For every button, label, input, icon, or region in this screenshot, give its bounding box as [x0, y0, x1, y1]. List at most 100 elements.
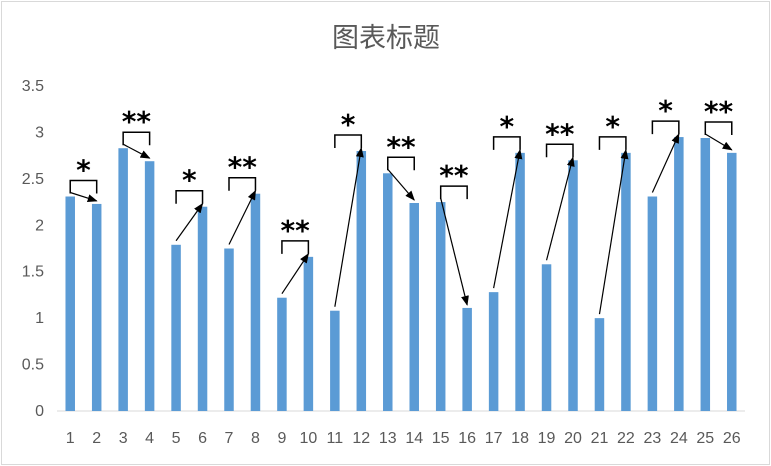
bar	[594, 318, 605, 411]
significance-bracket	[334, 134, 363, 148]
significance-label: *	[605, 110, 620, 143]
bar	[303, 256, 314, 411]
x-tick-label: 4	[145, 430, 154, 447]
bar	[727, 152, 737, 411]
x-tick-label: 1	[66, 430, 75, 447]
x-tick-label: 3	[119, 430, 128, 447]
x-tick-label: 19	[538, 430, 556, 447]
change-arrow	[70, 191, 98, 203]
significance-bracket	[228, 176, 257, 191]
change-arrow	[545, 156, 575, 261]
bar	[621, 152, 631, 411]
bar	[515, 152, 525, 411]
change-arrow	[175, 202, 204, 242]
bar	[197, 206, 208, 411]
significance-label: **	[704, 95, 734, 128]
x-tick-label: 26	[723, 430, 741, 447]
x-tick-label: 21	[591, 430, 609, 447]
x-tick-label: 16	[458, 430, 476, 447]
bar	[462, 307, 472, 411]
x-tick-label: 14	[405, 430, 423, 447]
significance-label: *	[658, 94, 673, 127]
significance-bracket	[175, 189, 204, 204]
x-tick-label: 20	[564, 430, 582, 447]
significance-label: **	[122, 105, 152, 138]
significance-bracket	[122, 131, 151, 146]
significance-label: *	[182, 164, 197, 197]
y-tick-label: 1.5	[22, 264, 44, 281]
change-arrow	[651, 133, 680, 193]
bar	[674, 137, 684, 412]
significance-label: *	[76, 154, 91, 187]
x-tick-label: 7	[225, 430, 234, 447]
change-arrow	[122, 143, 151, 159]
significance-bracket	[69, 179, 98, 194]
bar	[383, 173, 393, 411]
x-tick-label: 12	[352, 430, 370, 447]
bar	[488, 292, 499, 411]
bar	[541, 264, 552, 411]
change-arrow	[228, 189, 256, 245]
y-axis-ticks: 0 0.5 1 1.5 2 2.5 3 3.5	[22, 78, 44, 420]
x-tick-label: 11	[327, 430, 344, 447]
significance-label: **	[386, 130, 416, 163]
bar	[171, 244, 181, 411]
x-tick-label: 2	[92, 430, 101, 447]
bar	[700, 138, 711, 411]
x-tick-label: 13	[379, 430, 397, 447]
significance-bracket	[492, 136, 521, 150]
significance-label: **	[281, 214, 311, 247]
significance-bracket	[598, 136, 627, 150]
y-tick-label: 3	[35, 124, 44, 141]
y-tick-label: 1	[35, 310, 44, 327]
chart-title: 图表标题	[332, 23, 440, 54]
x-tick-label: 25	[696, 430, 714, 447]
significance-label: *	[341, 108, 356, 141]
change-arrow	[334, 147, 364, 307]
y-tick-label: 2.5	[22, 171, 44, 188]
x-tick-label: 17	[485, 430, 503, 447]
significance-bracket	[281, 240, 310, 254]
x-axis-ticks: 1 2 3 4 5 6 7 8 9 10 11 12 13 14 15 16 17 18 19 20 21 22 23 24 2…	[66, 430, 741, 447]
significance-bracket	[651, 120, 680, 135]
bar	[65, 196, 75, 411]
x-tick-label: 10	[299, 430, 317, 447]
bar	[277, 297, 287, 411]
x-tick-label: 24	[670, 430, 688, 447]
bar	[224, 248, 234, 411]
x-tick-label: 22	[617, 430, 635, 447]
significance-bracket	[439, 185, 468, 200]
significance-bracket	[704, 121, 733, 135]
significance-label: **	[545, 117, 575, 150]
bar	[330, 310, 340, 411]
x-tick-label: 18	[511, 430, 529, 447]
significance-label: **	[228, 151, 258, 184]
y-tick-label: 0	[35, 403, 44, 420]
bar	[647, 196, 658, 411]
change-arrow	[387, 168, 415, 201]
y-tick-label: 2	[35, 217, 44, 234]
significance-label: *	[500, 110, 515, 143]
change-arrow	[440, 197, 469, 306]
y-tick-label: 0.5	[22, 357, 44, 374]
x-tick-label: 8	[251, 430, 260, 447]
x-tick-label: 5	[172, 430, 181, 447]
bar	[118, 148, 128, 411]
change-arrow	[598, 148, 629, 315]
x-tick-label: 6	[198, 430, 207, 447]
change-arrow	[704, 133, 733, 151]
bars	[65, 137, 737, 412]
significance-label: **	[439, 159, 469, 192]
bar	[91, 203, 102, 411]
change-arrow	[281, 253, 309, 295]
significance-bracket	[545, 143, 574, 158]
significance-annotations: **** ********** ** * * **	[69, 94, 734, 315]
x-tick-label: 15	[432, 430, 450, 447]
bar	[568, 160, 578, 411]
significance-bracket	[387, 156, 415, 171]
bar	[144, 161, 155, 411]
x-tick-label: 23	[643, 430, 661, 447]
change-arrow	[493, 148, 523, 289]
bar	[356, 151, 367, 411]
